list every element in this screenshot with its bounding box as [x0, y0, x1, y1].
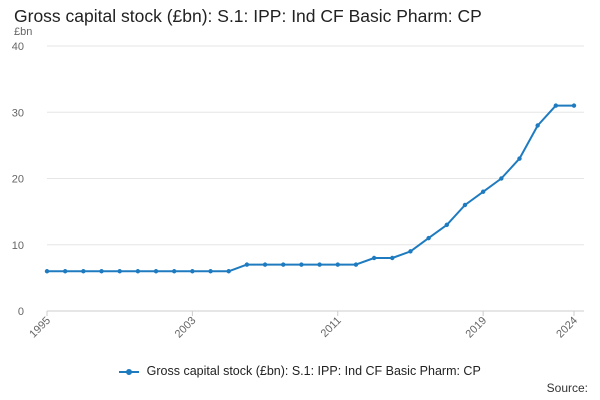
data-point[interactable]	[299, 262, 304, 267]
data-point[interactable]	[172, 269, 177, 274]
data-point[interactable]	[535, 123, 540, 128]
x-tick-label: 1995	[27, 315, 53, 341]
data-point[interactable]	[153, 269, 159, 274]
data-point[interactable]	[444, 222, 449, 228]
x-tick-label: 2019	[463, 315, 489, 341]
data-point[interactable]	[390, 255, 395, 261]
x-tick-label: 2003	[173, 315, 199, 341]
data-point[interactable]	[517, 156, 522, 161]
legend-label: Gross capital stock (£bn): S.1: IPP: Ind…	[146, 364, 481, 378]
data-point[interactable]	[462, 202, 468, 208]
data-point[interactable]	[62, 269, 68, 274]
data-point[interactable]	[226, 269, 231, 274]
data-point[interactable]	[190, 269, 195, 274]
data-point[interactable]	[371, 255, 377, 261]
grid-lines	[47, 45, 584, 312]
series-line	[47, 104, 574, 273]
y-tick-label: 10	[12, 240, 24, 252]
y-axis-label: £bn	[14, 26, 33, 38]
data-point[interactable]	[262, 262, 268, 267]
y-tick-label: 0	[18, 306, 24, 318]
x-tick-label: 2024	[554, 315, 580, 341]
data-point[interactable]	[353, 262, 359, 267]
x-tick-labels: 1995 2003 2011 2019 2024	[27, 315, 580, 341]
data-point[interactable]	[81, 269, 86, 274]
chart-title: Gross capital stock (£bn): S.1: IPP: Ind…	[14, 6, 482, 26]
data-point[interactable]	[99, 269, 104, 274]
legend: Gross capital stock (£bn): S.1: IPP: Ind…	[0, 364, 600, 378]
data-point[interactable]	[117, 269, 122, 274]
data-point[interactable]	[335, 262, 340, 267]
x-tick-label: 2011	[319, 315, 344, 340]
source-label: Source:	[546, 381, 588, 395]
data-point[interactable]	[44, 269, 50, 274]
x-axis	[46, 311, 575, 316]
data-point[interactable]	[571, 103, 577, 108]
data-point[interactable]	[408, 249, 413, 254]
y-tick-labels: 0 10 20 30 40	[12, 41, 24, 318]
data-point[interactable]	[426, 235, 431, 241]
data-point[interactable]	[244, 262, 250, 267]
data-point[interactable]	[208, 269, 213, 274]
series-group	[44, 103, 577, 274]
data-point[interactable]	[281, 262, 286, 267]
data-point[interactable]	[135, 269, 141, 274]
data-point[interactable]	[480, 189, 486, 194]
data-point[interactable]	[499, 176, 504, 181]
y-tick-label: 40	[12, 41, 24, 53]
data-point[interactable]	[553, 103, 559, 108]
legend-swatch	[119, 367, 140, 377]
data-point[interactable]	[317, 262, 322, 267]
y-tick-label: 30	[12, 107, 24, 119]
y-tick-label: 20	[12, 174, 24, 186]
